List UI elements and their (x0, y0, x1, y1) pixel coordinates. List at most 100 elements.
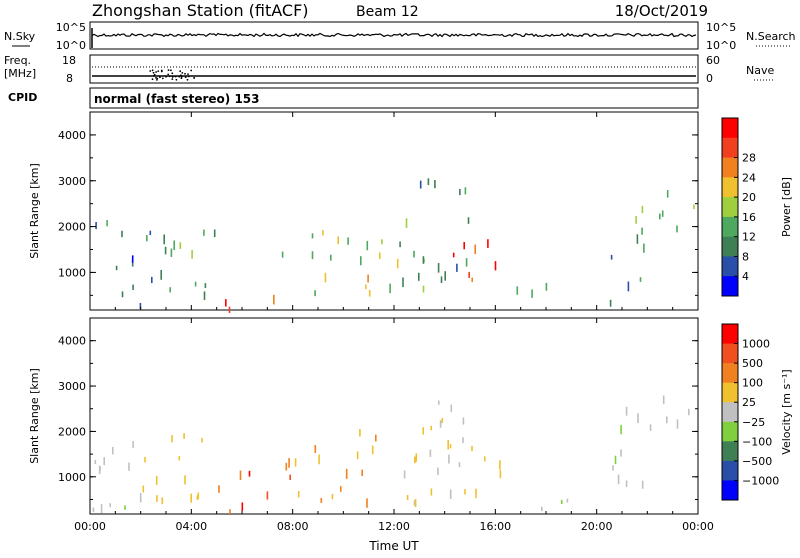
nave-dip-dot (155, 77, 157, 79)
data-cell (463, 242, 465, 250)
y-tick-label: 3000 (58, 380, 86, 393)
data-cell (131, 259, 134, 267)
data-cell (636, 234, 639, 244)
nave-dip-dot (174, 75, 177, 78)
data-cell (375, 434, 377, 442)
colorbar-segment (722, 276, 738, 297)
data-cell (641, 227, 643, 235)
colorbar-tick-label: 20 (742, 191, 756, 204)
data-cell (462, 417, 465, 425)
data-cell (164, 246, 167, 255)
nave-dip-dot (153, 73, 156, 76)
nave-tick-top: 60 (706, 54, 720, 67)
data-cell (366, 240, 369, 251)
data-cell (139, 493, 142, 503)
colorbar-segment (722, 324, 738, 345)
data-cell (128, 462, 130, 471)
data-cell (225, 299, 227, 307)
data-cell (381, 239, 383, 245)
data-cell (337, 236, 339, 245)
data-cell (396, 258, 399, 269)
nsearch-label: N.Search (746, 30, 796, 43)
data-cell (379, 252, 381, 260)
data-cell (190, 493, 192, 503)
freq-panel (89, 54, 699, 84)
nave-dip-dot (179, 70, 182, 73)
colorbar-frame (721, 117, 739, 297)
colorbar-segment (722, 480, 738, 501)
colorbar-title: Power [dB] (780, 177, 793, 237)
nave-dip-dot (180, 74, 182, 77)
nave-dip-dot (175, 78, 178, 81)
data-cell (609, 299, 612, 307)
data-cell (499, 470, 502, 479)
colorbar-segment (722, 441, 738, 462)
data-cell (430, 425, 432, 431)
data-cell (368, 289, 371, 297)
y-tick-label: 2000 (58, 425, 86, 438)
nave-dip-marks (149, 69, 196, 81)
data-cell (444, 271, 446, 281)
data-cell (450, 404, 453, 413)
data-cell (474, 244, 476, 255)
data-cell (109, 503, 111, 508)
data-cell (456, 263, 458, 272)
data-cell (666, 190, 669, 198)
nave-dip-dot (165, 75, 167, 78)
colorbar-segment (722, 402, 738, 423)
data-cell (142, 485, 145, 493)
data-cell (676, 419, 679, 429)
colorbar-segment (722, 236, 738, 257)
station-title: Zhongshan Station (fitACF) (92, 1, 309, 20)
power-panel: 1000 2000 3000 4000 Slant Range [km] 4 8 12 16 20… (28, 111, 793, 314)
data-cell (194, 281, 197, 287)
nave-dip-dot (155, 71, 158, 73)
colorbar-segment (722, 382, 738, 403)
data-cell (452, 252, 455, 258)
data-cell (320, 497, 323, 503)
colorbar-tick-label: −1000 (742, 474, 779, 487)
nave-dip-dot (159, 76, 161, 79)
data-cell (419, 180, 422, 189)
data-cell (399, 241, 401, 248)
data-cell (620, 449, 622, 457)
data-cell (531, 289, 533, 298)
data-cell (184, 475, 186, 485)
freq-tick-bottom: 8 (66, 72, 73, 85)
data-cell (406, 494, 409, 501)
data-cell (92, 507, 95, 513)
data-cell (183, 433, 185, 439)
data-cell (413, 250, 415, 258)
data-cell (121, 230, 123, 238)
data-cell (345, 468, 348, 479)
data-cell (610, 254, 613, 260)
y-tick-label: 2000 (58, 221, 86, 234)
data-cell (144, 456, 146, 463)
data-cell (545, 282, 548, 291)
data-cell (266, 491, 269, 500)
data-cell (322, 230, 324, 236)
data-cell (163, 234, 165, 245)
data-cell (229, 509, 231, 514)
data-cell (239, 470, 242, 481)
data-cell (297, 491, 300, 498)
sky-right-tick-bottom: 10^0 (706, 39, 736, 52)
sky-right-tick-top: 10^5 (706, 21, 736, 34)
y-tick-label: 1000 (58, 471, 86, 484)
nave-dip-dot (167, 69, 170, 71)
sky-left-tick-bottom: 10^0 (56, 39, 86, 52)
cpid-box (89, 87, 699, 109)
data-cell (467, 217, 470, 224)
x-tick-label: 12:00 (378, 520, 410, 533)
data-cell (203, 291, 206, 300)
data-cell (641, 480, 644, 489)
colorbar-tick-label: −100 (742, 435, 772, 448)
data-cell (627, 281, 630, 292)
cpid-label: CPID (8, 91, 37, 104)
data-cell (132, 284, 134, 290)
data-cell (106, 220, 108, 227)
data-cell (171, 435, 173, 443)
data-cell (471, 277, 473, 283)
data-cell (100, 504, 103, 514)
x-tick-label: 08:00 (277, 520, 309, 533)
